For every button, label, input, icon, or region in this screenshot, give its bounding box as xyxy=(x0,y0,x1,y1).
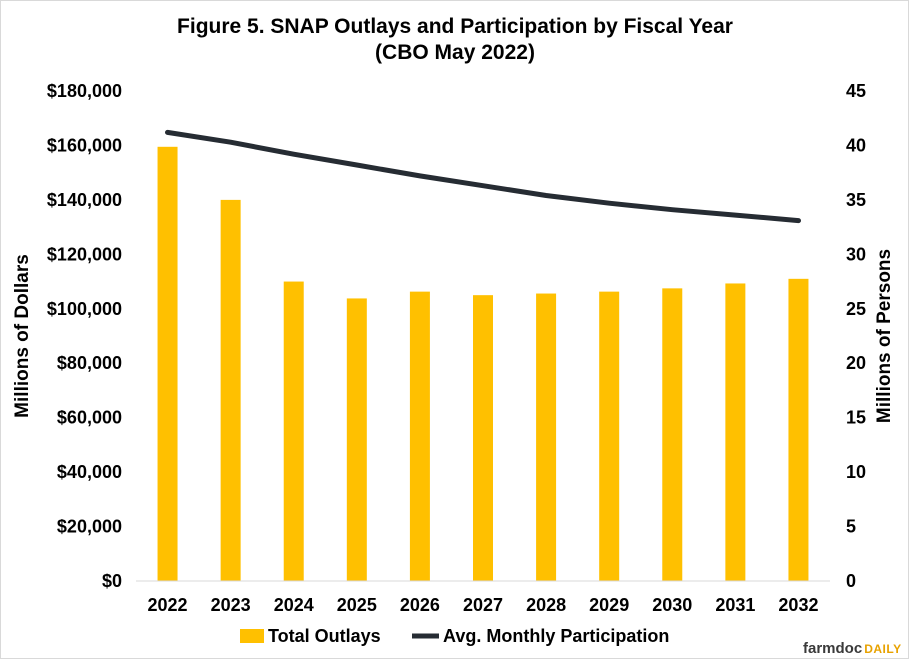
legend-label-total-outlays: Total Outlays xyxy=(268,626,381,646)
x-tick-label: 2025 xyxy=(337,595,377,615)
x-tick-label: 2028 xyxy=(526,595,566,615)
bar-series-total-outlays xyxy=(157,146,809,582)
right-tick-label: 45 xyxy=(846,81,866,101)
right-tick-label: 40 xyxy=(846,135,866,155)
left-tick-label: $140,000 xyxy=(47,190,122,210)
right-tick-label: 20 xyxy=(846,353,866,373)
right-tick-label: 35 xyxy=(846,190,866,210)
participation-line xyxy=(165,129,801,224)
left-tick-label: $180,000 xyxy=(47,81,122,101)
bar xyxy=(220,199,241,581)
legend-swatch-total-outlays xyxy=(240,629,264,643)
left-tick-label: $120,000 xyxy=(47,244,122,264)
bar xyxy=(157,146,178,582)
left-tick-label: $100,000 xyxy=(47,299,122,319)
brand-logo: farmdoc DAILY xyxy=(803,640,902,657)
bar xyxy=(283,281,304,581)
bar xyxy=(346,298,367,581)
right-tick-label: 30 xyxy=(846,244,866,264)
x-tick-label: 2031 xyxy=(715,595,755,615)
left-tick-label: $160,000 xyxy=(47,135,122,155)
left-tick-label: $80,000 xyxy=(57,353,122,373)
x-tick-label: 2026 xyxy=(400,595,440,615)
chart-title: Figure 5. SNAP Outlays and Participation… xyxy=(177,15,733,38)
x-tick-label: 2024 xyxy=(274,595,314,615)
legend-label-participation: Avg. Monthly Participation xyxy=(443,626,669,646)
left-axis-ticks: $0 $20,000 $40,000 $60,000 $80,000 $100,000 $1… xyxy=(47,81,122,591)
right-axis-title: Millions of Persons xyxy=(874,249,895,423)
right-axis-ticks: 0 5 10 15 20 25 30 35 40 45 xyxy=(846,81,866,591)
brand-farmdoc: farmdoc xyxy=(803,640,862,657)
left-tick-label: $20,000 xyxy=(57,517,122,537)
x-tick-label: 2032 xyxy=(778,595,818,615)
right-tick-label: 5 xyxy=(846,517,856,537)
chart-subtitle: (CBO May 2022) xyxy=(375,41,535,64)
right-tick-label: 15 xyxy=(846,408,866,428)
bar xyxy=(788,278,809,581)
line-series-participation xyxy=(165,129,801,224)
brand-wordmark: farmdoc DAILY xyxy=(803,640,902,657)
left-axis-title: Millions of Dollars xyxy=(12,254,33,418)
right-tick-label: 10 xyxy=(846,462,866,482)
legend: Total Outlays Avg. Monthly Participation xyxy=(240,626,669,646)
x-axis-ticks: 2022 2023 2024 2025 2026 2027 2028 2029 2030 2031… xyxy=(148,595,819,615)
bar xyxy=(725,283,746,581)
bar xyxy=(599,291,620,581)
x-tick-label: 2029 xyxy=(589,595,629,615)
bar xyxy=(536,293,557,581)
x-tick-label: 2023 xyxy=(211,595,251,615)
left-tick-label: $60,000 xyxy=(57,408,122,428)
x-tick-label: 2030 xyxy=(652,595,692,615)
right-tick-label: 0 xyxy=(846,571,856,591)
left-tick-label: $0 xyxy=(102,571,122,591)
x-tick-label: 2027 xyxy=(463,595,503,615)
brand-daily: DAILY xyxy=(864,642,901,656)
left-tick-label: $40,000 xyxy=(57,462,122,482)
bar xyxy=(473,295,493,581)
right-tick-label: 25 xyxy=(846,299,866,319)
x-tick-label: 2022 xyxy=(148,595,188,615)
bar xyxy=(662,288,683,581)
bar xyxy=(409,291,430,581)
